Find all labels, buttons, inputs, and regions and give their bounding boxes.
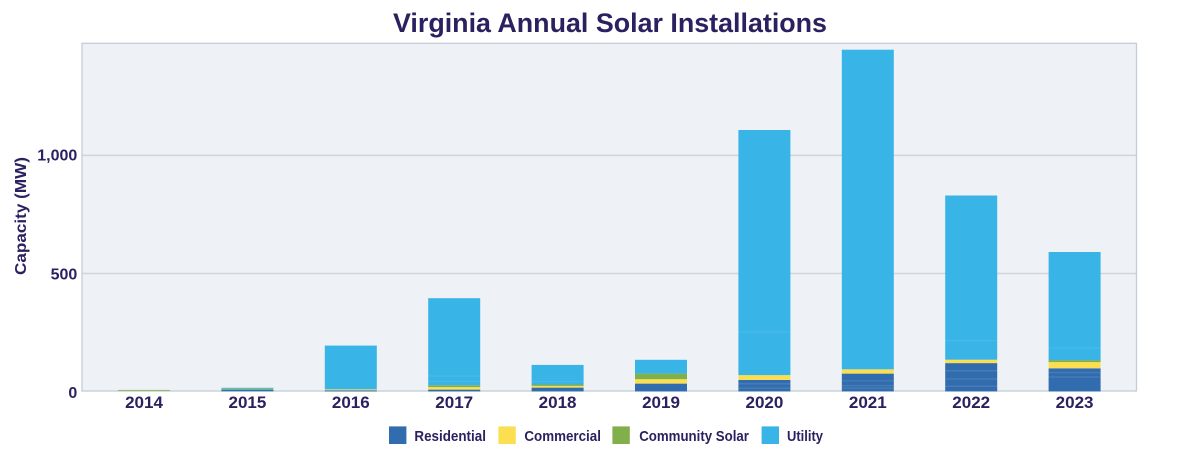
svg-text:Virginia Annual Solar Installa: Virginia Annual Solar Installations <box>393 8 827 38</box>
svg-text:2015: 2015 <box>228 393 266 412</box>
svg-text:2019: 2019 <box>642 393 680 412</box>
svg-text:Community Solar: Community Solar <box>639 428 749 445</box>
svg-text:2014: 2014 <box>125 393 163 412</box>
svg-text:0: 0 <box>68 385 77 402</box>
svg-text:Utility: Utility <box>787 427 823 444</box>
svg-text:2020: 2020 <box>745 393 783 412</box>
svg-text:2016: 2016 <box>332 393 370 412</box>
svg-text:2018: 2018 <box>539 393 577 412</box>
svg-text:Capacity (MW): Capacity (MW) <box>13 157 30 275</box>
svg-text:1,000: 1,000 <box>37 148 77 165</box>
svg-text:2017: 2017 <box>435 393 473 412</box>
svg-text:2022: 2022 <box>952 393 990 412</box>
svg-text:2023: 2023 <box>1056 393 1094 412</box>
svg-text:2021: 2021 <box>849 393 887 412</box>
svg-text:Commercial: Commercial <box>524 428 601 445</box>
svg-text:500: 500 <box>51 267 78 284</box>
svg-text:Residential: Residential <box>414 428 486 445</box>
